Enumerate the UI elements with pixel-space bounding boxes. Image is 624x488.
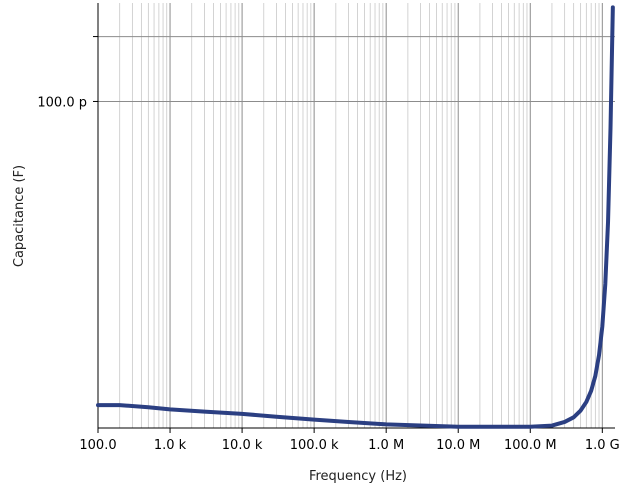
- x-tick-label: 1.0 k: [154, 438, 187, 453]
- x-tick-label: 1.0 M: [368, 438, 404, 453]
- capacitance-series-line: [96, 5, 615, 429]
- axes: [93, 3, 615, 433]
- grid-lines: [97, 3, 615, 428]
- y-tick-label: 100.0 p: [37, 95, 87, 110]
- x-axis-label: Frequency (Hz): [309, 469, 407, 484]
- x-tick-label: 10.0 M: [436, 438, 480, 453]
- x-tick-label: 10.0 k: [222, 438, 263, 453]
- series-group: [96, 5, 615, 429]
- x-tick-label: 1.0 G: [585, 438, 620, 453]
- x-tick-label: 100.0 k: [290, 438, 339, 453]
- y-axis-label: Capacitance (F): [12, 165, 27, 267]
- tick-labels: 100.0 1.0 k 10.0 k 100.0 k 1.0 M 10.0 M 100.0 …: [37, 95, 619, 453]
- x-tick-label: 100.0: [79, 438, 116, 453]
- x-tick-label: 100.0 M: [504, 438, 557, 453]
